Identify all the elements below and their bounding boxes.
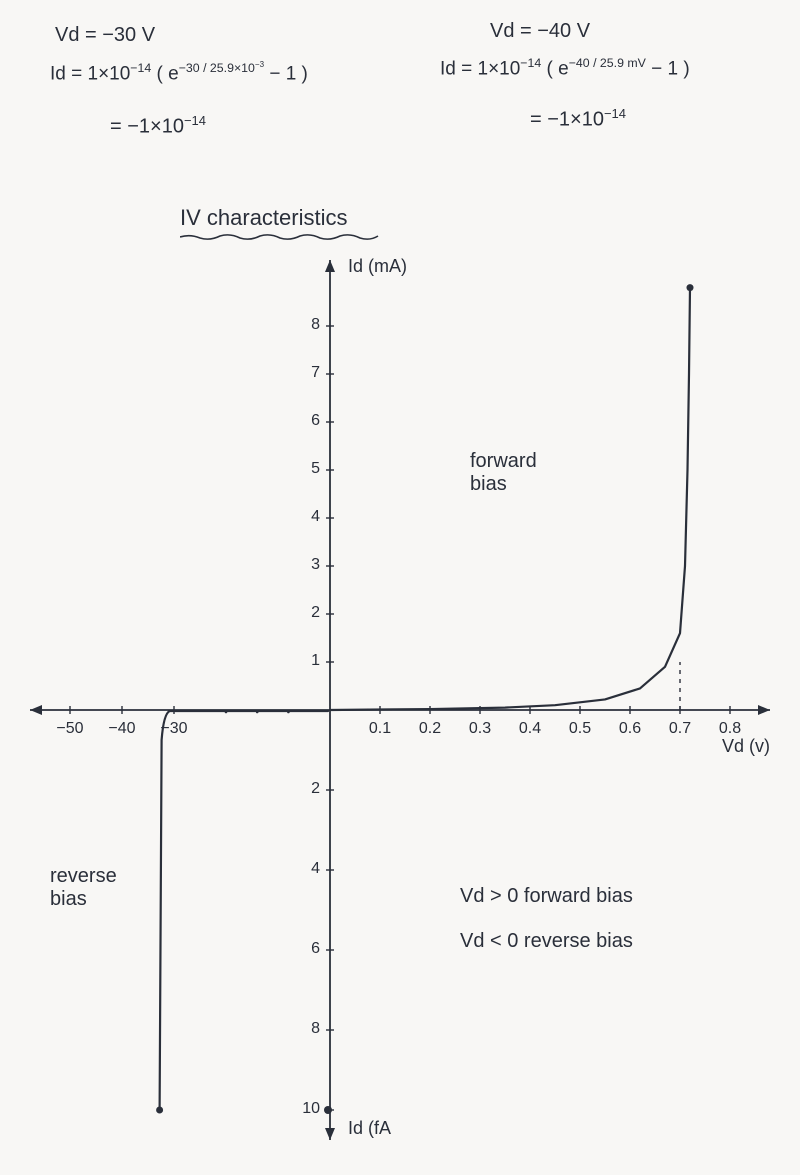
reverse-bias-label: reverse bias bbox=[50, 865, 117, 911]
tick-label: 0.1 bbox=[369, 720, 391, 738]
tick-label: 10 bbox=[302, 1100, 320, 1118]
tick-label: −30 bbox=[160, 720, 187, 738]
tick-label: 2 bbox=[311, 780, 320, 798]
tick-label: 4 bbox=[311, 860, 320, 878]
tick-label: 0.5 bbox=[569, 720, 591, 738]
tick-label: 4 bbox=[311, 508, 320, 526]
tick-label: 0.3 bbox=[469, 720, 491, 738]
tick-label: 6 bbox=[311, 940, 320, 958]
note-reverse: Vd < 0 reverse bias bbox=[460, 930, 633, 953]
tick-label: 0.2 bbox=[419, 720, 441, 738]
axis-right-label: Vd (v) bbox=[722, 736, 770, 757]
tick-label: −40 bbox=[108, 720, 135, 738]
tick-label: 1 bbox=[311, 652, 320, 670]
tick-label: 2 bbox=[311, 604, 320, 622]
axis-bottom-label: Id (fA bbox=[348, 1118, 391, 1139]
note-forward: Vd > 0 forward bias bbox=[460, 885, 633, 908]
tick-label: 8 bbox=[311, 316, 320, 334]
tick-label: −50 bbox=[56, 720, 83, 738]
tick-label: 6 bbox=[311, 412, 320, 430]
tick-label: 0.6 bbox=[619, 720, 641, 738]
tick-label: 3 bbox=[311, 556, 320, 574]
tick-label: 0.4 bbox=[519, 720, 541, 738]
iv-chart bbox=[0, 0, 800, 1175]
tick-label: 8 bbox=[311, 1020, 320, 1038]
tick-label: 0.7 bbox=[669, 720, 691, 738]
tick-label: 0.8 bbox=[719, 720, 741, 738]
tick-label: 7 bbox=[311, 364, 320, 382]
tick-label: 5 bbox=[311, 460, 320, 478]
page-root: Vd = −30 V Id = 1×10−14 ( e−30 / 25.9×10… bbox=[0, 0, 800, 1175]
forward-bias-label: forward bias bbox=[470, 450, 537, 496]
axis-top-label: Id (mA) bbox=[348, 256, 407, 277]
